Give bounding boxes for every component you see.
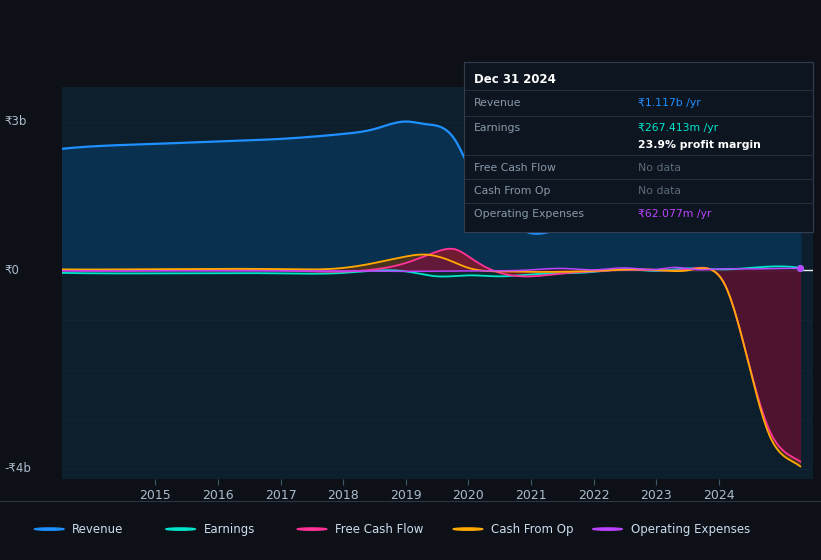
Text: 23.9% profit margin: 23.9% profit margin [639,141,761,150]
Circle shape [453,528,483,530]
Circle shape [297,528,327,530]
Text: Free Cash Flow: Free Cash Flow [475,164,556,174]
Text: Free Cash Flow: Free Cash Flow [335,522,424,535]
Text: Cash From Op: Cash From Op [475,186,551,197]
Text: ₹267.413m /yr: ₹267.413m /yr [639,123,718,133]
Text: ₹1.117b /yr: ₹1.117b /yr [639,99,701,109]
Text: Revenue: Revenue [475,99,522,109]
Text: Operating Expenses: Operating Expenses [475,209,585,220]
Text: -₹4b: -₹4b [4,463,31,475]
Circle shape [593,528,622,530]
Text: ₹62.077m /yr: ₹62.077m /yr [639,209,712,220]
Text: No data: No data [639,164,681,174]
Text: Revenue: Revenue [72,522,124,535]
Circle shape [34,528,64,530]
Text: ₹3b: ₹3b [4,115,26,128]
Text: Dec 31 2024: Dec 31 2024 [475,73,556,86]
Text: Operating Expenses: Operating Expenses [631,522,750,535]
Text: Earnings: Earnings [475,123,521,133]
Text: ₹0: ₹0 [4,264,19,277]
Text: Earnings: Earnings [204,522,255,535]
Circle shape [166,528,195,530]
Text: No data: No data [639,186,681,197]
Text: Cash From Op: Cash From Op [491,522,573,535]
